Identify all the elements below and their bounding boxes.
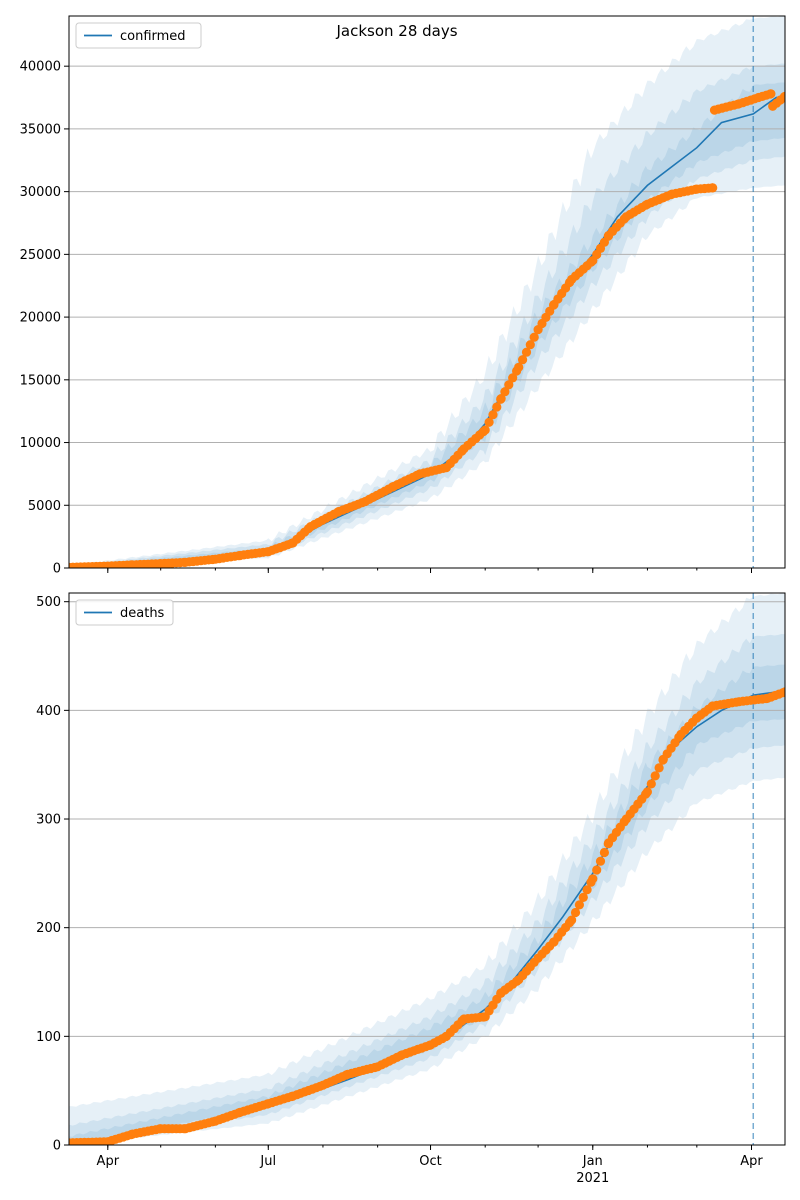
observed-point [504, 380, 514, 390]
confirmed-panel: 0 5000 10000 15000 20000 25000 30000 35000 40000… [20, 15, 786, 577]
observed-point [525, 340, 535, 350]
observed-point [578, 892, 588, 903]
y-tick-label: 500 [36, 595, 61, 610]
deaths-axes-frame [68, 592, 786, 1146]
observed-point [588, 874, 598, 884]
observed-point [496, 394, 506, 404]
confirmed-legend-box [75, 22, 202, 49]
observed-point [708, 183, 718, 193]
y-tick-label: 40000 [20, 60, 61, 75]
observed-point [484, 417, 494, 427]
observed-point [488, 410, 498, 420]
observed-point [766, 89, 776, 99]
observed-point [595, 856, 606, 866]
observed-point [500, 387, 510, 397]
observed-point [518, 355, 528, 365]
confirmed-legend-label: confirmed [120, 29, 186, 44]
y-tick-label: 30000 [20, 185, 61, 200]
band-outer [69, 16, 785, 568]
confirmed-observed-points [69, 89, 785, 568]
confirmed-axes-frame [68, 15, 786, 569]
deaths-observed-points [69, 687, 785, 1145]
confirmed-y-axis: 0 5000 10000 15000 20000 25000 30000 35000 40000 [20, 60, 69, 577]
band-middle [69, 63, 785, 568]
observed-point [780, 687, 785, 697]
observed-point [529, 332, 539, 342]
observed-point [599, 847, 610, 858]
y-tick-label: 15000 [20, 373, 61, 388]
y-tick-label: 25000 [20, 248, 61, 263]
observed-point [650, 771, 660, 781]
y-tick-label: 20000 [20, 311, 61, 326]
confirmed-uncertainty-bands [69, 16, 785, 568]
observed-point [642, 787, 653, 797]
observed-point [514, 362, 524, 372]
x-tick-label: Jul [259, 1154, 276, 1169]
observed-point [654, 763, 664, 773]
observed-point [574, 900, 585, 910]
band-outer [69, 593, 785, 1145]
figure-title: Jackson 28 days [335, 22, 457, 40]
y-tick-label: 10000 [20, 436, 61, 451]
y-tick-label: 100 [36, 1030, 61, 1045]
observed-point [480, 425, 490, 435]
observed-point [508, 373, 518, 383]
confirmed-x-axis [107, 568, 752, 573]
y-tick-label: 0 [53, 1139, 61, 1154]
deaths-y-axis: 0 100 200 300 400 500 [36, 595, 69, 1154]
deaths-legend-box [75, 599, 174, 626]
deaths-legend: deaths [75, 599, 174, 626]
observed-point [582, 885, 592, 895]
deaths-x-axis: Apr Jul Oct Jan 2021 Apr [97, 1145, 763, 1186]
y-tick-label: 300 [36, 813, 61, 828]
deaths-uncertainty-bands [69, 593, 785, 1145]
x-tick-sublabel: 2021 [576, 1171, 609, 1186]
observed-point [592, 865, 602, 875]
deaths-panel: Apr Jul Oct Jan 2021 Apr 0 100 200 300 400 500 dea… [36, 592, 786, 1186]
y-tick-label: 35000 [20, 122, 61, 137]
observed-point [646, 779, 656, 789]
y-tick-label: 0 [53, 562, 61, 577]
observed-point [521, 347, 532, 357]
observed-point [570, 907, 581, 918]
confirmed-legend: confirmed [75, 22, 202, 49]
y-tick-label: 200 [36, 921, 61, 936]
observed-point [567, 915, 577, 925]
observed-point [780, 91, 785, 101]
y-tick-label: 5000 [28, 499, 61, 514]
observed-point [492, 402, 502, 412]
x-tick-label: Apr [740, 1154, 763, 1169]
y-tick-label: 400 [36, 704, 61, 719]
deaths-legend-label: deaths [120, 606, 165, 621]
x-tick-label: Oct [419, 1154, 441, 1169]
x-tick-label: Apr [97, 1154, 120, 1169]
x-tick-label: Jan [582, 1154, 603, 1169]
